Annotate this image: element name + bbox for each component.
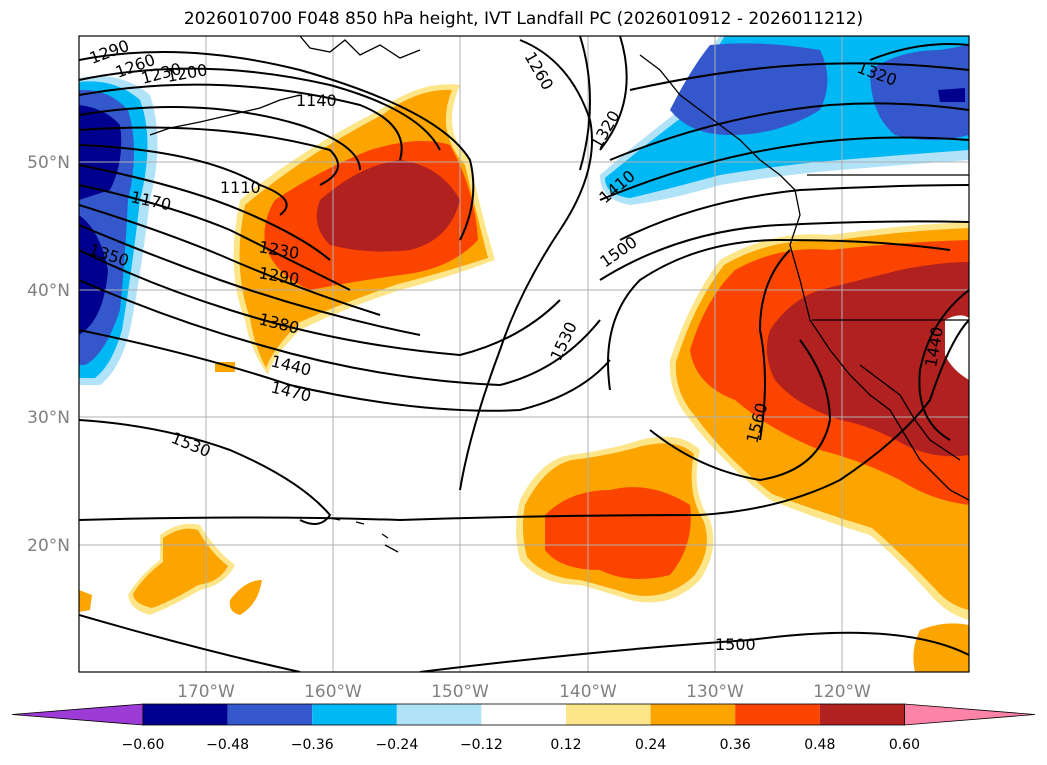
colorbar-bin	[819, 704, 905, 725]
colorbar-bin	[312, 704, 397, 725]
colorbar-tick-labels: −0.60 −0.48 −0.36 −0.24 −0.12 0.12 0.24 …	[122, 737, 920, 753]
positive-ivt-subtropical	[516, 436, 714, 603]
lon-label: 120°W	[813, 682, 871, 702]
colorbar-bin	[481, 704, 566, 725]
height-contours	[79, 36, 969, 672]
colorbar-tick-label: 0.60	[889, 737, 920, 753]
colorbar-tick-label: −0.24	[375, 737, 418, 753]
lat-label: 50°N	[27, 153, 70, 173]
colorbar-bin	[650, 704, 736, 725]
map-title: 2026010700 F048 850 hPa height, IVT Land…	[183, 9, 864, 29]
colorbar-bin	[566, 704, 651, 725]
lon-label: 150°W	[431, 682, 489, 702]
colorbar-tick-label: 0.12	[550, 737, 581, 753]
colorbar-tick-label: 0.48	[804, 737, 835, 753]
colorbar-bin	[735, 704, 820, 725]
colorbar-extend-high	[904, 703, 1036, 726]
lon-labels: 170°W 160°W 150°W 140°W 130°W 120°W	[177, 682, 871, 702]
colorbar-tick-label: −0.36	[291, 737, 334, 753]
positive-ivt-central	[215, 84, 496, 376]
map-frame	[78, 35, 970, 673]
gridlines	[79, 36, 969, 672]
lat-label: 20°N	[27, 536, 70, 556]
colorbar: −0.60 −0.48 −0.36 −0.24 −0.12 0.12 0.24 …	[11, 703, 1036, 753]
positive-ivt-west-small	[79, 523, 262, 615]
negative-ivt-north	[600, 36, 969, 205]
colorbar-tick-label: −0.48	[206, 737, 249, 753]
lat-label: 30°N	[27, 408, 70, 428]
colorbar-bin	[227, 704, 313, 725]
colorbar-tick-label: −0.12	[460, 737, 503, 753]
map-panel: 1290 1260 1230 1200 1140 1110 1170 1350 …	[79, 36, 969, 672]
negative-ivt-west	[79, 76, 158, 385]
colorbar-tick-label: −0.60	[122, 737, 165, 753]
lat-label: 40°N	[27, 281, 70, 301]
colorbar-bin	[396, 704, 482, 725]
positive-ivt-east	[669, 222, 969, 672]
contour-label: 1110	[220, 178, 261, 197]
colorbar-bin	[143, 704, 228, 725]
lon-label: 170°W	[177, 682, 235, 702]
contour-label: 1500	[715, 635, 756, 654]
coastlines	[149, 36, 969, 553]
colorbar-extend-low	[11, 703, 144, 726]
colorbar-tick-label: 0.24	[635, 737, 666, 753]
lon-label: 160°W	[304, 682, 362, 702]
contour-label: 1140	[296, 91, 337, 110]
colorbar-tick-label: 0.36	[720, 737, 751, 753]
lon-label: 130°W	[686, 682, 744, 702]
lat-labels: 50°N 40°N 30°N 20°N	[27, 153, 70, 556]
lon-label: 140°W	[559, 682, 617, 702]
